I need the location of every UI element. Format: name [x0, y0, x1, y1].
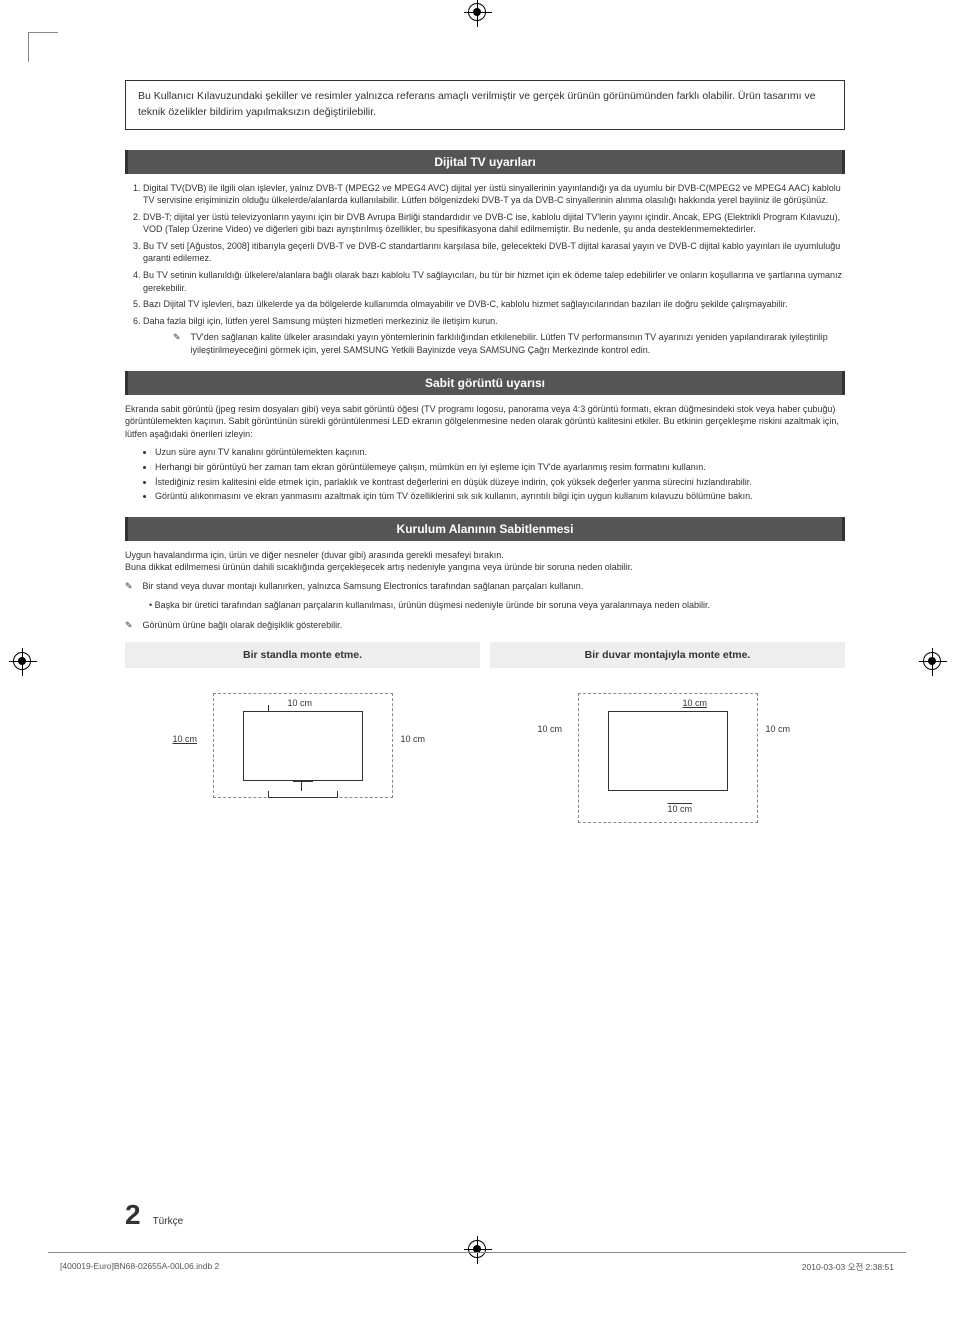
- page-number: 2: [125, 1199, 141, 1231]
- corner-crop-mark: [28, 32, 58, 62]
- file-name: [400019-Euro]BN68-02655A-00L06.indb 2: [60, 1261, 219, 1273]
- bullet-item: Herhangi bir görüntüyü her zaman tam ekr…: [155, 461, 845, 474]
- stand-diagram: 10 cm 10 cm 10 cm: [173, 693, 433, 843]
- bottom-meta: [400019-Euro]BN68-02655A-00L06.indb 2 20…: [60, 1261, 894, 1273]
- section-body-installation: Uygun havalandırma için, ürün ve diğer n…: [125, 549, 845, 844]
- list-item: Daha fazla bilgi için, lütfen yerel Sams…: [143, 315, 845, 357]
- bottom-line: [48, 1252, 906, 1253]
- list-item: Digital TV(DVB) ile ilgili olan işlevler…: [143, 182, 845, 207]
- crop-mark-left: [10, 649, 34, 673]
- wall-diagram-col: Bir duvar montajıyla monte etme. 10 cm 1…: [490, 642, 845, 844]
- list-item: Bazı Dijital TV işlevleri, bazı ülkelerd…: [143, 298, 845, 311]
- install-note1-sub: Başka bir üretici tarafından sağlanan pa…: [155, 600, 710, 610]
- page-footer: 2 Türkçe: [125, 1199, 183, 1231]
- stand-diagram-title: Bir standla monte etme.: [125, 642, 480, 669]
- distance-label: 10 cm: [401, 733, 426, 746]
- distance-label: 10 cm: [668, 803, 693, 816]
- section-body-digital-tv: Digital TV(DVB) ile ilgili olan işlevler…: [125, 182, 845, 357]
- section-header-installation: Kurulum Alanının Sabitlenmesi: [125, 517, 845, 541]
- intro-box: Bu Kullanıcı Kılavuzundaki şekiller ve r…: [125, 80, 845, 130]
- stand-diagram-col: Bir standla monte etme. 10 cm 10 cm 10 c: [125, 642, 480, 844]
- page-content: Bu Kullanıcı Kılavuzundaki şekiller ve r…: [125, 80, 845, 857]
- note-icon: ✎: [125, 580, 133, 593]
- list-item: DVB-T; dijital yer üstü televizyonların …: [143, 211, 845, 236]
- section-header-digital-tv: Dijital TV uyarıları: [125, 150, 845, 174]
- note-icon: ✎: [125, 619, 133, 632]
- install-note2: Görünüm ürüne bağlı olarak değişiklik gö…: [143, 619, 343, 632]
- bullet-item: Görüntü alıkonmasını ve ekran yanmasını …: [155, 490, 845, 503]
- install-para1: Uygun havalandırma için, ürün ve diğer n…: [125, 549, 845, 562]
- section-body-static-image: Ekranda sabit görüntü (jpeg resim dosyal…: [125, 403, 845, 503]
- crop-mark-bottom: [465, 1237, 489, 1261]
- crop-mark-top: [465, 0, 489, 24]
- timestamp: 2010-03-03 오전 2:38:51: [802, 1261, 894, 1273]
- wall-diagram-title: Bir duvar montajıyla monte etme.: [490, 642, 845, 669]
- bullet-item: Uzun süre aynı TV kanalını görüntülemekt…: [155, 446, 845, 459]
- distance-label: 10 cm: [173, 733, 198, 746]
- wall-diagram: 10 cm 10 cm 10 cm 10 cm: [538, 693, 798, 843]
- install-para2: Buna dikkat edilmemesi ürünün dahili sıc…: [125, 561, 845, 574]
- list-item: Bu TV seti [Ağustos, 2008] itibarıyla ge…: [143, 240, 845, 265]
- bullet-item: İstediğiniz resim kalitesini elde etmek …: [155, 476, 845, 489]
- subnote-text: TV'den sağlanan kalite ülkeler arasındak…: [191, 331, 845, 356]
- page-language: Türkçe: [153, 1216, 184, 1227]
- section-header-static-image: Sabit görüntü uyarısı: [125, 371, 845, 395]
- distance-label: 10 cm: [766, 723, 791, 736]
- crop-mark-right: [920, 649, 944, 673]
- distance-label: 10 cm: [538, 723, 563, 736]
- static-intro: Ekranda sabit görüntü (jpeg resim dosyal…: [125, 403, 845, 441]
- list-item-text: Daha fazla bilgi için, lütfen yerel Sams…: [143, 316, 498, 326]
- install-note1: Bir stand veya duvar montajı kullanırken…: [143, 580, 584, 593]
- distance-label: 10 cm: [683, 697, 708, 710]
- list-item: Bu TV setinin kullanıldığı ülkelere/alan…: [143, 269, 845, 294]
- diagrams-row: Bir standla monte etme. 10 cm 10 cm 10 c: [125, 642, 845, 844]
- distance-label: 10 cm: [288, 697, 313, 710]
- note-icon: ✎: [173, 331, 181, 356]
